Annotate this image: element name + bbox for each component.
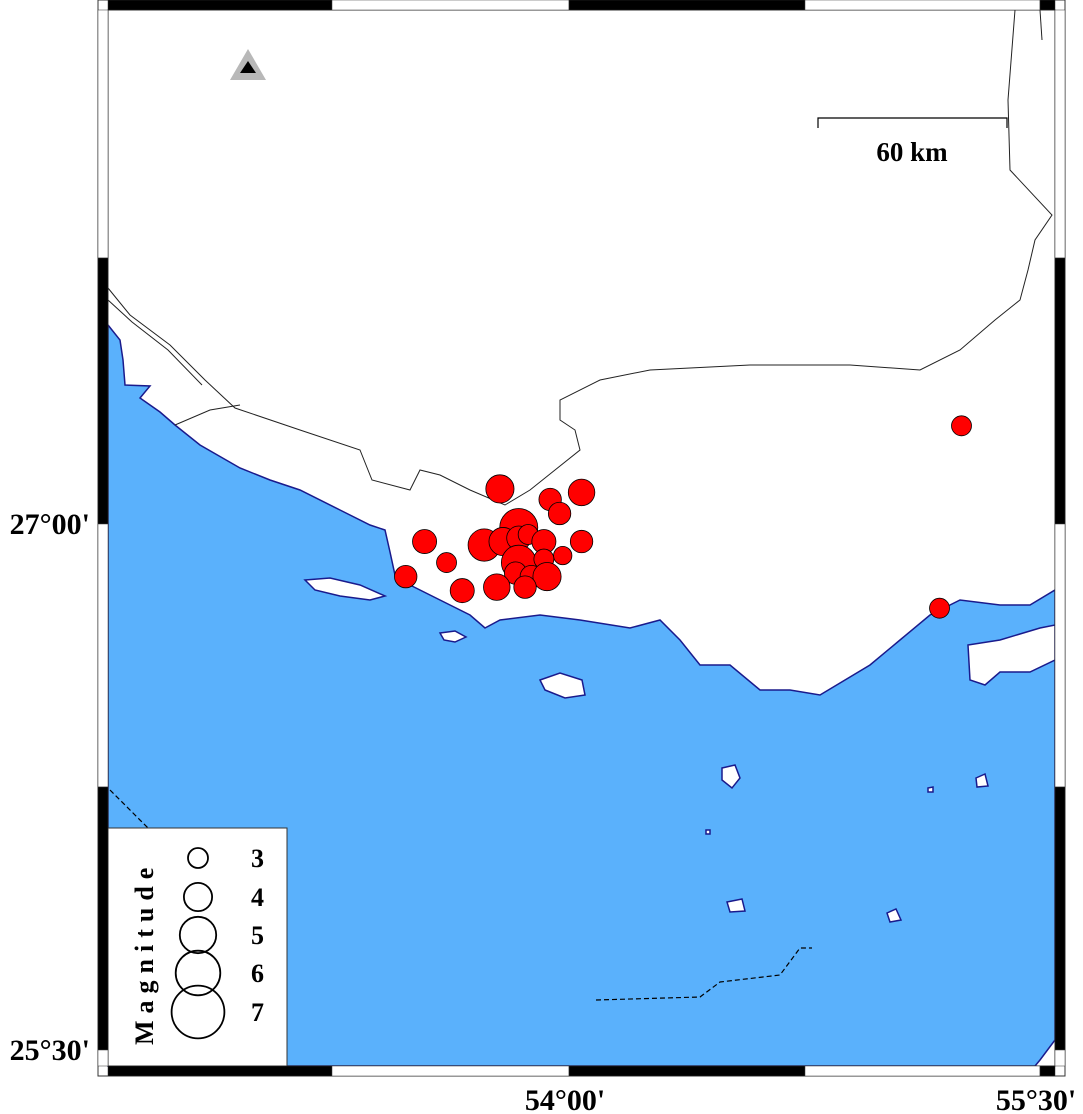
frame-segment bbox=[97, 523, 109, 788]
frame-segment bbox=[568, 0, 806, 11]
frame-segment bbox=[331, 0, 570, 11]
earthquake-marker bbox=[412, 529, 438, 554]
island bbox=[303, 577, 388, 601]
scale-bar-label: 60 km bbox=[876, 137, 948, 167]
earthquake-events bbox=[394, 415, 972, 619]
earthquake-marker bbox=[567, 478, 596, 507]
map-frame bbox=[97, 0, 1066, 1077]
earthquake-marker bbox=[532, 562, 562, 592]
frame-segment bbox=[97, 9, 109, 259]
longitude-label: 55°30' bbox=[996, 1084, 1076, 1114]
earthquake-marker bbox=[569, 529, 594, 554]
frame-segment bbox=[804, 1065, 1041, 1077]
island bbox=[886, 908, 903, 923]
legend-circle-mag-4 bbox=[182, 882, 213, 913]
scale-bar: 60 km bbox=[817, 117, 1008, 167]
legend-label: 5 bbox=[251, 921, 264, 950]
frame-segment bbox=[804, 0, 1041, 11]
island bbox=[927, 786, 934, 793]
frame-segment bbox=[331, 1065, 570, 1077]
island bbox=[538, 672, 586, 699]
earthquake-marker bbox=[513, 575, 537, 599]
frame-segment bbox=[1039, 0, 1056, 11]
island bbox=[438, 630, 468, 643]
longitude-label: 54°00' bbox=[525, 1084, 605, 1114]
earthquake-marker bbox=[951, 415, 972, 437]
earthquake-marker bbox=[394, 564, 418, 589]
frame-segment bbox=[1054, 523, 1066, 788]
legend-label: 3 bbox=[251, 844, 264, 873]
latitude-label: 25°30' bbox=[10, 1034, 90, 1067]
island bbox=[726, 898, 746, 913]
islands bbox=[303, 577, 1056, 923]
legend-circle-mag-3 bbox=[187, 847, 209, 869]
frame-segment bbox=[107, 1065, 333, 1077]
legend-title: Magnitude bbox=[130, 861, 159, 1045]
frame-segment bbox=[107, 0, 333, 11]
frame-segment bbox=[1054, 786, 1066, 1051]
earthquake-marker bbox=[483, 573, 511, 601]
island bbox=[721, 764, 741, 790]
frame-segment bbox=[97, 257, 109, 525]
legend-label: 7 bbox=[251, 998, 264, 1027]
frame-segment bbox=[1054, 1049, 1066, 1067]
legend-circle-mag-5 bbox=[178, 915, 218, 955]
legend-circle-mag-6 bbox=[174, 949, 222, 997]
magnitude-legend: Magnitude 3 4 5 6 7 bbox=[107, 827, 288, 1067]
earthquake-marker bbox=[553, 545, 573, 566]
triangle-station-icon bbox=[230, 49, 266, 80]
fault-lines bbox=[109, 789, 812, 1001]
earthquake-marker bbox=[929, 597, 950, 619]
frame-segment bbox=[1054, 9, 1066, 259]
frame-segment bbox=[97, 1049, 109, 1067]
axis-labels: 27°00' 25°30' 54°00' 55°30' bbox=[10, 508, 1077, 1114]
frame-segment bbox=[1039, 1065, 1056, 1077]
frame-segment bbox=[1054, 257, 1066, 525]
latitude-label: 27°00' bbox=[10, 508, 90, 541]
island bbox=[975, 772, 989, 788]
borders bbox=[107, 9, 1053, 506]
earthquake-marker bbox=[547, 501, 572, 526]
earthquake-marker bbox=[485, 474, 515, 504]
island bbox=[967, 624, 1056, 686]
frame-segment bbox=[97, 786, 109, 1051]
island bbox=[705, 829, 711, 835]
earthquake-marker bbox=[449, 578, 475, 604]
legend-label: 6 bbox=[251, 959, 264, 988]
frame-segment bbox=[568, 1065, 806, 1077]
earthquake-marker bbox=[436, 552, 457, 573]
legend-circle-mag-7 bbox=[170, 984, 226, 1040]
legend-label: 4 bbox=[251, 883, 264, 912]
